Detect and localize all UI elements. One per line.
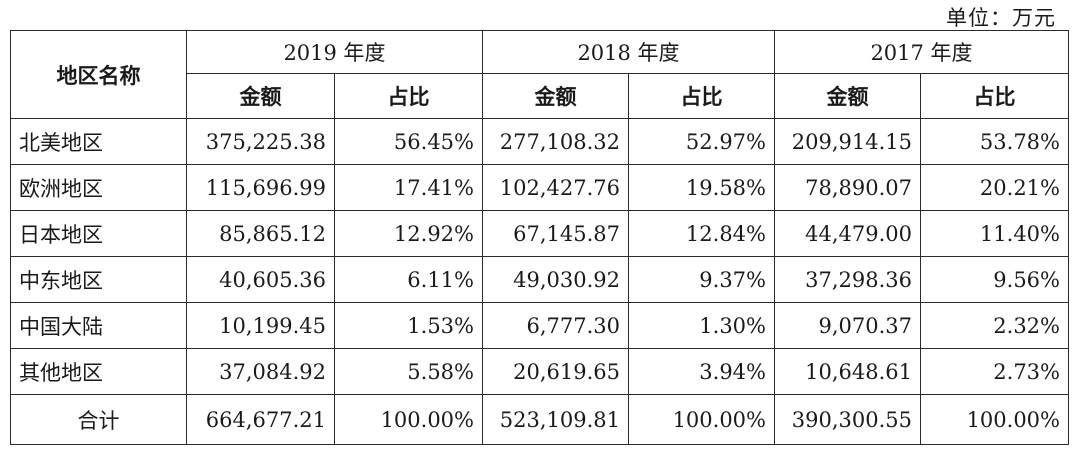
amount-cell: 10,199.45 [186, 302, 335, 349]
region-cell: 中东地区 [10, 256, 187, 303]
region-cell: 日本地区 [10, 210, 187, 257]
amount-cell: 209,914.15 [774, 118, 921, 165]
region-cell: 中国大陆 [10, 302, 187, 349]
ratio-header: 占比 [628, 73, 775, 119]
total-ratio-cell: 100.00% [920, 394, 1069, 445]
ratio-header: 占比 [334, 73, 483, 119]
header-row-years: 地区名称 2019 年度 2018 年度 2017 年度 [10, 30, 1069, 119]
amount-cell: 277,108.32 [482, 118, 629, 165]
revenue-by-region-table: 地区名称 2019 年度 2018 年度 2017 年度 金额 占比 金额 占比… [10, 30, 1069, 445]
ratio-cell: 9.37% [628, 256, 775, 303]
ratio-cell: 2.32% [920, 302, 1069, 349]
ratio-cell: 5.58% [334, 348, 483, 395]
amount-cell: 9,070.37 [774, 302, 921, 349]
amount-cell: 49,030.92 [482, 256, 629, 303]
ratio-cell: 3.94% [628, 348, 775, 395]
amount-header: 金额 [482, 73, 629, 119]
ratio-cell: 9.56% [920, 256, 1069, 303]
total-label: 合计 [10, 394, 187, 445]
unit-label: 单位：万元 [946, 6, 1056, 30]
region-cell: 北美地区 [10, 118, 187, 165]
ratio-cell: 52.97% [628, 118, 775, 165]
region-column-header: 地区名称 [10, 30, 187, 119]
total-amount-cell: 664,677.21 [186, 394, 335, 445]
amount-header: 金额 [774, 73, 921, 119]
total-amount-cell: 390,300.55 [774, 394, 921, 445]
table-row: 中东地区 40,605.36 6.11% 49,030.92 9.37% 37,… [10, 256, 1069, 303]
amount-cell: 6,777.30 [482, 302, 629, 349]
region-cell: 欧洲地区 [10, 164, 187, 211]
amount-cell: 10,648.61 [774, 348, 921, 395]
amount-cell: 37,298.36 [774, 256, 921, 303]
ratio-cell: 53.78% [920, 118, 1069, 165]
table-row: 其他地区 37,084.92 5.58% 20,619.65 3.94% 10,… [10, 348, 1069, 395]
year-header-2017: 2017 年度 [774, 30, 1069, 74]
ratio-cell: 1.30% [628, 302, 775, 349]
ratio-cell: 2.73% [920, 348, 1069, 395]
ratio-header: 占比 [920, 73, 1069, 119]
table-row: 中国大陆 10,199.45 1.53% 6,777.30 1.30% 9,07… [10, 302, 1069, 349]
amount-cell: 78,890.07 [774, 164, 921, 211]
ratio-cell: 17.41% [334, 164, 483, 211]
table-row: 日本地区 85,865.12 12.92% 67,145.87 12.84% 4… [10, 210, 1069, 257]
year-header-2018: 2018 年度 [482, 30, 775, 74]
region-cell: 其他地区 [10, 348, 187, 395]
amount-header: 金额 [186, 73, 335, 119]
total-ratio-cell: 100.00% [334, 394, 483, 445]
amount-cell: 44,479.00 [774, 210, 921, 257]
ratio-cell: 20.21% [920, 164, 1069, 211]
ratio-cell: 6.11% [334, 256, 483, 303]
ratio-cell: 12.92% [334, 210, 483, 257]
amount-cell: 20,619.65 [482, 348, 629, 395]
total-ratio-cell: 100.00% [628, 394, 775, 445]
ratio-cell: 11.40% [920, 210, 1069, 257]
table-row: 欧洲地区 115,696.99 17.41% 102,427.76 19.58%… [10, 164, 1069, 211]
table-row: 北美地区 375,225.38 56.45% 277,108.32 52.97%… [10, 118, 1069, 165]
total-amount-cell: 523,109.81 [482, 394, 629, 445]
ratio-cell: 56.45% [334, 118, 483, 165]
amount-cell: 102,427.76 [482, 164, 629, 211]
amount-cell: 375,225.38 [186, 118, 335, 165]
amount-cell: 40,605.36 [186, 256, 335, 303]
amount-cell: 85,865.12 [186, 210, 335, 257]
amount-cell: 115,696.99 [186, 164, 335, 211]
year-header-2019: 2019 年度 [186, 30, 483, 74]
ratio-cell: 12.84% [628, 210, 775, 257]
amount-cell: 37,084.92 [186, 348, 335, 395]
amount-cell: 67,145.87 [482, 210, 629, 257]
ratio-cell: 19.58% [628, 164, 775, 211]
total-row: 合计 664,677.21 100.00% 523,109.81 100.00%… [10, 394, 1069, 445]
ratio-cell: 1.53% [334, 302, 483, 349]
